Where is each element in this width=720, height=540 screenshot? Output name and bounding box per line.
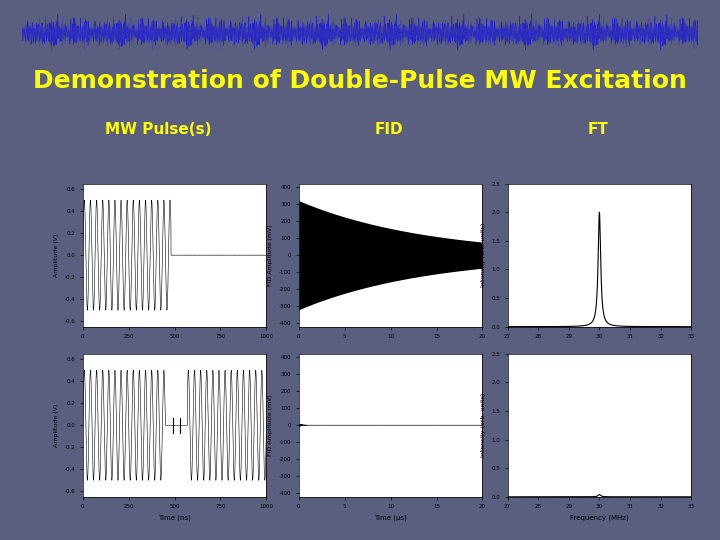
Y-axis label: FID Amplitude (mV): FID Amplitude (mV) xyxy=(268,224,273,286)
Text: Demonstration of Double-Pulse MW Excitation: Demonstration of Double-Pulse MW Excitat… xyxy=(33,69,687,93)
X-axis label: Time (ns): Time (ns) xyxy=(158,515,191,522)
Y-axis label: FID Amplitude (mV): FID Amplitude (mV) xyxy=(268,394,273,456)
Y-axis label: Amplitude (V): Amplitude (V) xyxy=(54,233,59,277)
Text: FT: FT xyxy=(588,122,608,137)
Y-axis label: Amplitude (V): Amplitude (V) xyxy=(54,403,59,447)
Y-axis label: Intensity (arb. units): Intensity (arb. units) xyxy=(481,393,486,457)
Y-axis label: Intensity (arb. units): Intensity (arb. units) xyxy=(481,223,486,287)
Text: FID: FID xyxy=(374,122,403,137)
X-axis label: Time (μs): Time (μs) xyxy=(374,515,407,522)
X-axis label: Frequency (MHz): Frequency (MHz) xyxy=(570,515,629,522)
Text: MW Pulse(s): MW Pulse(s) xyxy=(105,122,212,137)
